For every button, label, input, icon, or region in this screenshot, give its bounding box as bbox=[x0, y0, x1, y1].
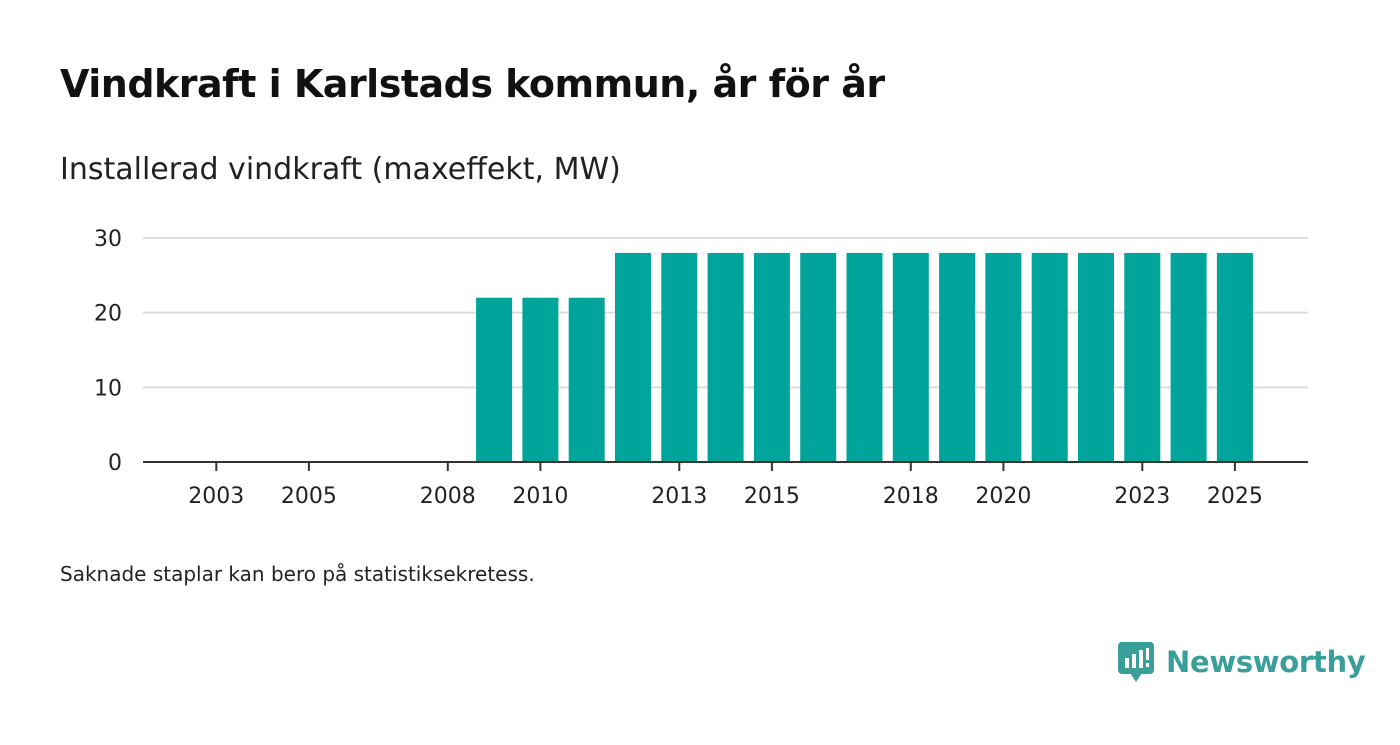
x-tick-label: 2020 bbox=[975, 484, 1031, 509]
bar-2017 bbox=[846, 252, 883, 462]
bar-2009 bbox=[476, 297, 513, 462]
newsworthy-logo-icon bbox=[1118, 642, 1154, 682]
x-tick-label: 2018 bbox=[883, 484, 939, 509]
y-axis-ticks: 0 10 20 30 bbox=[94, 227, 122, 476]
bar-2016 bbox=[800, 252, 837, 462]
bar-2021 bbox=[1031, 252, 1068, 462]
bar-2013 bbox=[661, 252, 698, 462]
chart-subtitle: Installerad vindkraft (maxeffekt, MW) bbox=[60, 152, 621, 187]
bar-2023 bbox=[1124, 252, 1161, 462]
x-tick-label: 2003 bbox=[188, 484, 244, 509]
bar-2010 bbox=[522, 297, 559, 462]
x-tick-label: 2025 bbox=[1207, 484, 1263, 509]
y-tick-label: 10 bbox=[94, 376, 122, 401]
brand-logo: Newsworthy bbox=[1118, 640, 1366, 684]
bar-2025 bbox=[1216, 252, 1253, 462]
x-tick-label: 2010 bbox=[512, 484, 568, 509]
x-axis-ticks: 2003 2005 2008 2010 2013 2015 2018 2020 2023 2025 bbox=[188, 462, 1263, 509]
x-tick-label: 2013 bbox=[651, 484, 707, 509]
brand-name: Newsworthy bbox=[1166, 645, 1366, 679]
bar-2018 bbox=[892, 252, 929, 462]
footnote: Saknade staplar kan bero på statistiksek… bbox=[60, 562, 535, 586]
bar-2015 bbox=[753, 252, 790, 462]
bar-2014 bbox=[707, 252, 744, 462]
y-tick-label: 20 bbox=[94, 302, 122, 327]
chart-title: Vindkraft i Karlstads kommun, år för år bbox=[60, 62, 885, 106]
y-tick-label: 30 bbox=[94, 227, 122, 252]
bars bbox=[476, 252, 1253, 462]
x-tick-label: 2008 bbox=[420, 484, 476, 509]
x-tick-label: 2005 bbox=[281, 484, 337, 509]
x-tick-label: 2015 bbox=[744, 484, 800, 509]
bar-2011 bbox=[568, 297, 605, 462]
bar-2022 bbox=[1078, 252, 1114, 462]
x-tick-label: 2023 bbox=[1114, 484, 1170, 509]
bar-chart: 2003 2005 2008 2010 2013 2015 2018 2020 2023 2025… bbox=[94, 227, 1308, 509]
bar-2019 bbox=[939, 252, 976, 462]
bar-2024 bbox=[1170, 252, 1207, 462]
bar-2012 bbox=[615, 252, 651, 462]
bar-2020 bbox=[985, 252, 1022, 462]
y-tick-label: 0 bbox=[108, 451, 122, 476]
